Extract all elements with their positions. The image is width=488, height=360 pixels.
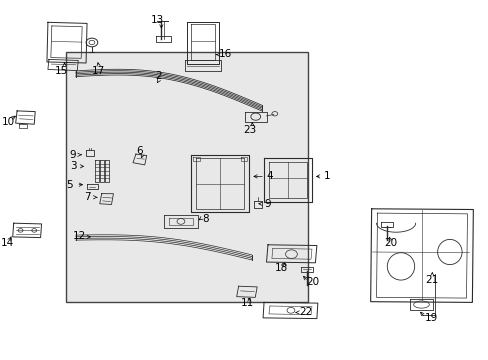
Text: 15: 15 (54, 66, 68, 76)
Text: 16: 16 (218, 49, 231, 59)
Text: 5: 5 (66, 180, 73, 190)
Text: 20: 20 (384, 238, 397, 248)
Text: 13: 13 (150, 15, 164, 25)
Text: 3: 3 (70, 161, 77, 171)
Text: 8: 8 (202, 214, 208, 224)
Text: 11: 11 (240, 298, 253, 308)
Text: 2: 2 (155, 71, 162, 81)
Text: 7: 7 (83, 192, 90, 202)
Text: 14: 14 (1, 238, 15, 248)
Text: 23: 23 (242, 125, 256, 135)
Text: 20: 20 (306, 276, 319, 287)
Text: 4: 4 (266, 171, 273, 181)
Text: 9: 9 (264, 199, 271, 209)
Text: 6: 6 (136, 146, 142, 156)
Bar (66, 52, 307, 302)
Text: 19: 19 (424, 312, 437, 323)
Text: 22: 22 (298, 307, 312, 318)
Text: 17: 17 (92, 66, 105, 76)
Text: 1: 1 (323, 171, 329, 181)
Text: 18: 18 (274, 263, 288, 273)
Text: 10: 10 (2, 117, 15, 127)
Text: 21: 21 (425, 275, 438, 285)
Text: 12: 12 (72, 231, 86, 241)
Text: 9: 9 (69, 150, 76, 160)
